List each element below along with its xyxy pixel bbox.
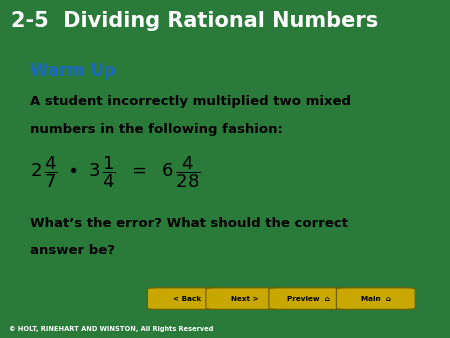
- Text: Next >: Next >: [231, 296, 259, 301]
- Text: 2-5  Dividing Rational Numbers: 2-5 Dividing Rational Numbers: [11, 11, 378, 31]
- Text: Warm Up: Warm Up: [30, 62, 116, 80]
- FancyBboxPatch shape: [269, 288, 347, 309]
- FancyBboxPatch shape: [206, 288, 284, 309]
- Text: Preview  ⌂: Preview ⌂: [287, 296, 330, 301]
- Text: What’s the error? What should the correct: What’s the error? What should the correc…: [30, 217, 348, 230]
- Text: answer be?: answer be?: [30, 244, 115, 257]
- Text: © HOLT, RINEHART AND WINSTON, All Rights Reserved: © HOLT, RINEHART AND WINSTON, All Rights…: [9, 326, 213, 332]
- Text: $2\,\dfrac{4}{7}\ \bullet\ 3\,\dfrac{1}{4}\ \ =\ \ 6\,\dfrac{4}{28}$: $2\,\dfrac{4}{7}\ \bullet\ 3\,\dfrac{1}{…: [30, 155, 201, 190]
- FancyBboxPatch shape: [148, 288, 226, 309]
- Text: A student incorrectly multiplied two mixed: A student incorrectly multiplied two mix…: [30, 95, 351, 108]
- Text: < Back: < Back: [173, 296, 201, 301]
- Text: Main  ⌂: Main ⌂: [361, 296, 391, 301]
- Text: numbers in the following fashion:: numbers in the following fashion:: [30, 123, 283, 136]
- FancyBboxPatch shape: [337, 288, 415, 309]
